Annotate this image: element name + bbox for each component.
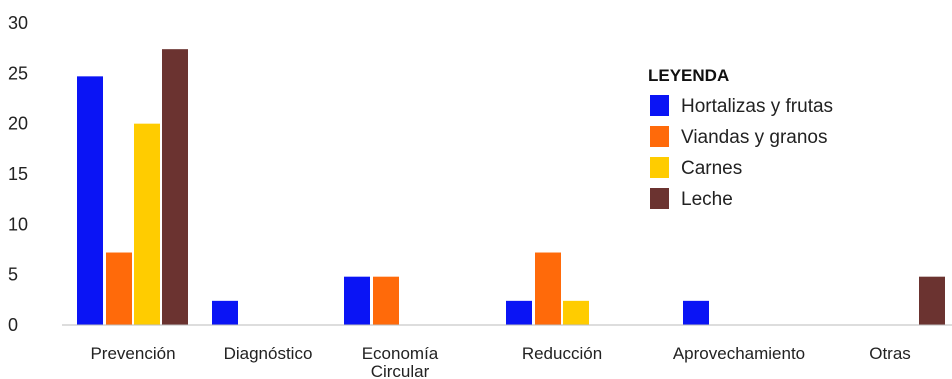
- y-tick-label: 15: [8, 164, 28, 184]
- bar-hortalizas-y-frutas-prevencion: [77, 76, 103, 325]
- bar-viandas-y-granos-economia-circular: [373, 276, 399, 325]
- bar-hortalizas-y-frutas-diagnostico: [212, 300, 238, 325]
- y-axis-ticks: 0 5 10 15 20 25 30: [8, 13, 28, 335]
- bars: [77, 49, 945, 326]
- bar-carnes-reduccion: [563, 300, 589, 325]
- x-axis-labels: Prevención Diagnóstico Economía Circular Red…: [90, 344, 910, 379]
- y-tick-label: 10: [8, 214, 28, 234]
- y-tick-label: 30: [8, 13, 28, 33]
- bar-leche-prevencion: [162, 49, 188, 325]
- bar-hortalizas-y-frutas-aprovechamiento: [683, 300, 709, 325]
- y-tick-label: 0: [8, 315, 18, 335]
- category-label-economia-circular: Economía Circular: [362, 344, 439, 379]
- category-label-diagnostico: Diagnóstico: [224, 344, 313, 363]
- y-tick-label: 20: [8, 114, 28, 134]
- legend: LEYENDA Hortalizas y frutas Viandas y gra…: [648, 66, 833, 210]
- legend-swatch-viandas-y-granos: [650, 126, 669, 147]
- bar-carnes-prevencion: [134, 123, 160, 326]
- y-tick-label: 25: [8, 63, 28, 83]
- legend-label-leche: Leche: [681, 189, 733, 210]
- category-label-aprovechamiento: Aprovechamiento: [673, 344, 805, 363]
- category-label-prevencion: Prevención: [90, 344, 175, 363]
- bar-leche-otras: [919, 276, 945, 325]
- bar-viandas-y-granos-prevencion: [106, 252, 132, 325]
- bar-viandas-y-granos-reduccion: [535, 252, 561, 325]
- legend-swatch-carnes: [650, 157, 669, 178]
- legend-label-hortalizas-y-frutas: Hortalizas y frutas: [681, 96, 833, 117]
- legend-title: LEYENDA: [648, 66, 729, 85]
- legend-swatch-hortalizas-y-frutas: [650, 95, 669, 116]
- legend-label-viandas-y-granos: Viandas y granos: [681, 127, 827, 148]
- category-label-otras: Otras: [869, 344, 911, 363]
- category-label-reduccion: Reducción: [522, 344, 602, 363]
- y-tick-label: 5: [8, 265, 18, 285]
- legend-label-carnes: Carnes: [681, 158, 742, 179]
- bar-hortalizas-y-frutas-economia-circular: [344, 276, 370, 325]
- bar-hortalizas-y-frutas-reduccion: [506, 300, 532, 325]
- legend-swatch-leche: [650, 188, 669, 209]
